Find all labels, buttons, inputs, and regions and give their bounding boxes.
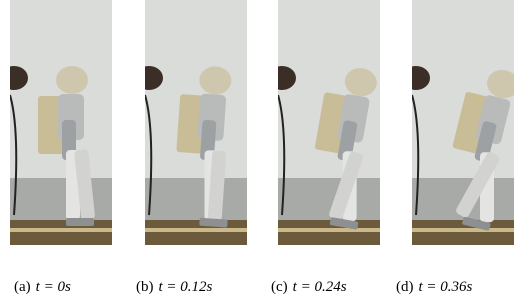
photo [278, 0, 378, 245]
caption-time: t = 0.36s [419, 279, 473, 295]
caption-time: t = 0.24s [293, 279, 347, 295]
photo-image [278, 0, 380, 245]
robot-head [56, 66, 88, 94]
caption-label: (a) [14, 279, 31, 295]
photo-image [10, 0, 112, 245]
caption-time: t = 0.12s [159, 279, 213, 295]
figure-page: (a) t = 0s (b) t = 0.12s (c) t = 0.24s (d) t = … [0, 0, 514, 306]
floor-edge [278, 228, 380, 232]
photo [145, 0, 245, 245]
wall-band [278, 178, 380, 220]
photo [10, 0, 110, 245]
caption: (c) t = 0.24s [271, 279, 347, 296]
caption-label: (c) [271, 279, 288, 295]
floor-edge [10, 228, 112, 232]
caption: (b) t = 0.12s [136, 279, 212, 296]
wall-band [145, 178, 247, 220]
robot-foot [66, 218, 94, 226]
caption: (d) t = 0.36s [396, 279, 472, 296]
floor [278, 220, 380, 245]
floor [10, 220, 112, 245]
floor [145, 220, 247, 245]
photo-image [145, 0, 247, 245]
photo [412, 0, 512, 245]
wall-band [10, 178, 112, 220]
floor-edge [145, 228, 247, 232]
caption-label: (d) [396, 279, 414, 295]
floor-edge [412, 228, 514, 232]
photo-image [412, 0, 514, 245]
caption-time: t = 0s [36, 279, 71, 295]
caption-label: (b) [136, 279, 154, 295]
caption: (a) t = 0s [14, 279, 71, 296]
